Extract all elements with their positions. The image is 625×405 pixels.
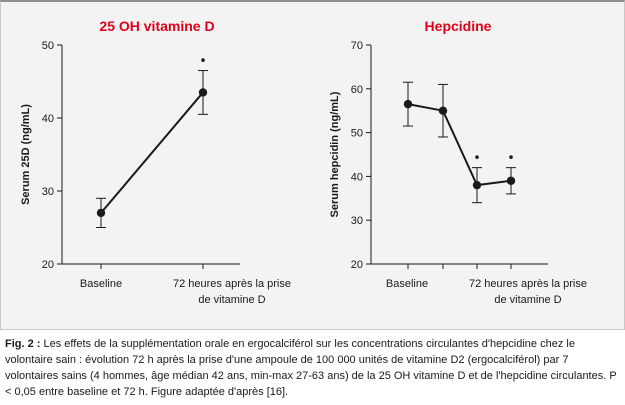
y-axis-label: Serum 25D (ng/mL) xyxy=(20,104,32,205)
y-tick-label: 70 xyxy=(351,40,363,52)
figure-caption: Fig. 2 : Les effets de la supplémentatio… xyxy=(5,336,620,400)
caption-text: Les effets de la supplémentation orale e… xyxy=(5,338,617,398)
x-category-label: de vitamine D xyxy=(198,294,265,306)
charts-svg: 25 OH vitamine D Serum 25D (ng/mL) 20 30 40 5… xyxy=(20,18,587,306)
y-tick-label: 20 xyxy=(351,259,363,271)
y-tick-label: 50 xyxy=(351,128,363,140)
x-category-label: Baseline xyxy=(80,278,122,290)
caption-label: Fig. 2 : xyxy=(5,338,41,350)
data-point xyxy=(403,99,413,109)
significance-marker: • xyxy=(475,150,480,165)
y-tick-label: 40 xyxy=(42,113,54,125)
y-tick-label: 30 xyxy=(42,186,54,198)
series-line xyxy=(407,103,512,187)
y-tick-label: 60 xyxy=(351,84,363,96)
y-tick-label: 40 xyxy=(351,171,363,183)
chart-title: Hepcidine xyxy=(425,18,492,34)
data-point xyxy=(198,88,208,97)
data-point xyxy=(472,180,482,190)
chart-panel xyxy=(0,0,625,329)
caption-divider xyxy=(0,329,625,330)
x-category-label: 72 heures après la prise xyxy=(173,278,291,290)
y-tick-label: 50 xyxy=(42,40,54,52)
data-point xyxy=(438,106,448,115)
x-category-label: 72 heures après la prise xyxy=(469,278,587,290)
x-category-label: de vitamine D xyxy=(494,294,561,306)
chart-title: 25 OH vitamine D xyxy=(99,18,214,34)
x-category-label: Baseline xyxy=(386,278,428,290)
data-point xyxy=(506,176,516,185)
significance-marker: • xyxy=(201,53,206,68)
y-axis-label: Serum hepcidin (ng/mL) xyxy=(329,91,341,217)
data-point xyxy=(96,208,106,218)
series-line xyxy=(100,91,204,214)
significance-marker: • xyxy=(509,150,514,165)
y-tick-label: 30 xyxy=(351,215,363,227)
y-tick-label: 20 xyxy=(42,259,54,271)
